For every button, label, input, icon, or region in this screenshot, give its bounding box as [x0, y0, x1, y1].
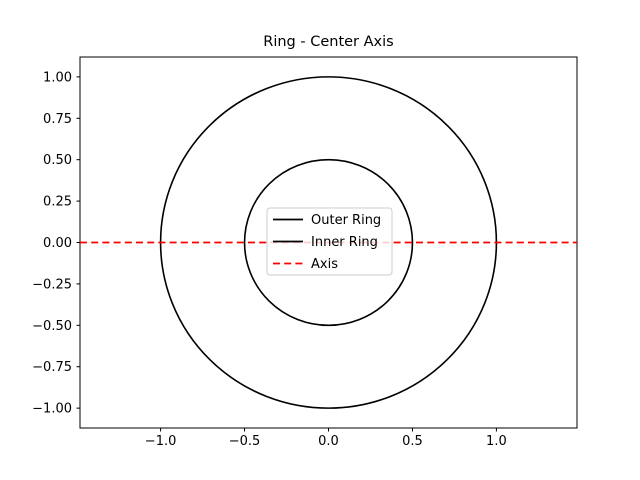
legend-label: Outer Ring	[311, 213, 381, 228]
y-tick-label: −0.25	[32, 277, 72, 292]
x-tick-label: 1.0	[486, 434, 507, 449]
x-tick-label: −0.5	[229, 434, 261, 449]
y-tick-label: −1.00	[32, 402, 72, 417]
x-tick-label: −1.0	[145, 434, 177, 449]
inner-ring-circle	[243, 158, 414, 327]
legend: Outer Ring Inner Ring Axis	[266, 207, 393, 276]
x-tick-label: 0.5	[402, 434, 423, 449]
y-tick-label: −0.75	[32, 360, 72, 375]
legend-box	[266, 207, 393, 276]
y-tick-label: 0.50	[43, 153, 72, 168]
legend-label: Axis	[311, 257, 338, 272]
x-tick-label: 0.0	[318, 434, 339, 449]
y-tick-label: 1.00	[43, 70, 72, 85]
y-tick-label: −0.50	[32, 319, 72, 334]
y-tick-label: 0.00	[43, 236, 72, 251]
chart-title: Ring - Center Axis	[263, 34, 394, 50]
y-tick-label: 0.25	[43, 195, 72, 210]
y-tick-label: 0.75	[43, 112, 72, 127]
legend-label: Inner Ring	[311, 235, 378, 250]
